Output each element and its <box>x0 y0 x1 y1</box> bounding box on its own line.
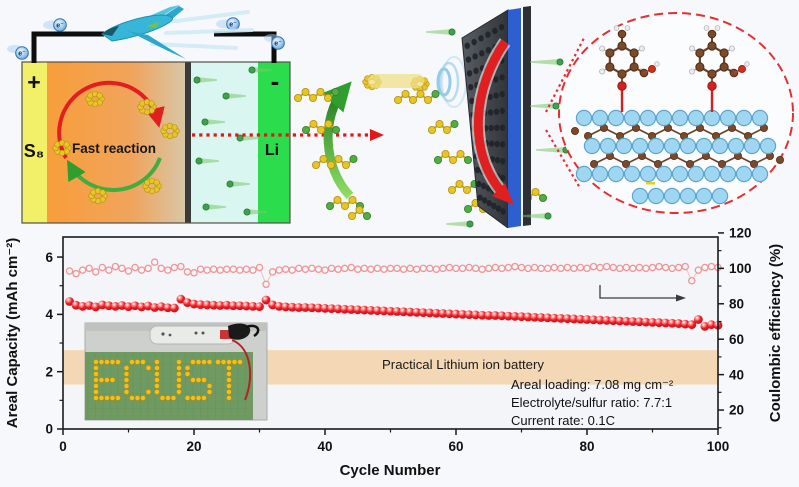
plate-blue-layer <box>508 8 521 228</box>
plus-sign: + <box>27 69 40 95</box>
electron-icon: e⁻ <box>264 34 285 50</box>
focus-lens-icon <box>436 56 467 108</box>
svg-text:e⁻: e⁻ <box>274 41 282 48</box>
y-right-tick-label: 40 <box>729 367 744 382</box>
zoom-callout <box>545 12 794 214</box>
battery-outline <box>21 61 291 224</box>
anode-region <box>258 62 290 223</box>
x-axis-title: Cycle Number <box>340 462 441 479</box>
efficiency-series <box>65 258 722 289</box>
wire-left <box>31 31 104 63</box>
condition-annotations: Areal loading: 7.08 mg cm⁻² Electrolyte/… <box>511 377 674 428</box>
clip-lead <box>228 323 251 340</box>
led-text <box>93 359 243 401</box>
y-right-tick-label: 100 <box>729 261 752 276</box>
inset-photo <box>84 322 268 421</box>
x-tick-label: 100 <box>707 439 730 454</box>
polysulfide-molecules <box>293 88 548 220</box>
y-right-tick-label: 80 <box>729 296 744 311</box>
minus-sign: - <box>271 66 280 96</box>
band-label: Practical Lithium ion battery <box>382 357 544 372</box>
plate-back-layer <box>523 6 531 226</box>
y-left-tick-label: 2 <box>45 364 53 379</box>
molecule-beam <box>368 74 424 88</box>
x-tick-label: 60 <box>448 439 463 454</box>
svg-text:e⁻: e⁻ <box>229 22 237 29</box>
annotation-line: Areal loading: 7.08 mg cm⁻² <box>511 377 674 392</box>
sulfur-label: S₈ <box>24 141 44 161</box>
cathode-current-collector <box>22 62 47 223</box>
capacity-series <box>65 294 723 331</box>
cell-connector <box>220 330 232 339</box>
annotation-line: Current rate: 0.1C <box>511 413 615 428</box>
functional-separator-plate <box>426 6 570 228</box>
svg-text:e⁻: e⁻ <box>56 23 64 30</box>
blocking-red-arrow <box>473 39 509 193</box>
x-tick-label: 20 <box>186 439 201 454</box>
electron-icon: e⁻ <box>7 45 29 60</box>
external-circuit: e⁻ e⁻ e⁻ e⁻ <box>7 17 285 63</box>
polysulfide-conversion-zone <box>293 56 548 220</box>
electrolyte-region <box>191 62 258 223</box>
left-axis-title: Areal Capacity (mAh cm⁻²) <box>4 238 21 428</box>
electron-icon: e⁻ <box>43 18 67 32</box>
anchored-molecules <box>599 25 750 112</box>
y-left-tick-label: 6 <box>45 250 53 265</box>
li-ion-comets <box>193 66 272 216</box>
y-right-tick-label: 20 <box>729 403 744 418</box>
lithium-label: Li <box>265 142 279 159</box>
y-right-tick-label: 60 <box>729 332 744 347</box>
battery-schematic-art: + - S₈ Li Fast reaction e⁻ e⁻ e⁻ e⁻ <box>7 5 794 228</box>
polysulfide-shuttle-arrow <box>192 129 384 141</box>
cathode-region <box>47 62 185 223</box>
separator <box>185 62 191 223</box>
y-left-tick-label: 4 <box>45 307 53 322</box>
axis-ticks: 0 20 40 60 80 100 0 2 4 6 20 40 60 80 100 120 <box>45 228 751 454</box>
fast-reaction-label: Fast reaction <box>72 141 156 156</box>
svg-text:e⁻: e⁻ <box>18 51 26 58</box>
annotation-line: Electrolyte/sulfur ratio: 7.7:1 <box>511 395 672 410</box>
wire-right <box>214 31 277 63</box>
y-right-tick-label: 120 <box>729 228 752 241</box>
x-tick-label: 0 <box>59 439 67 454</box>
efficiency-axis-arrow <box>599 285 686 302</box>
plot-frame <box>62 236 719 430</box>
x-tick-label: 80 <box>579 439 594 454</box>
data-points <box>65 258 723 331</box>
y-left-tick-label: 0 <box>45 422 53 437</box>
electron-icon: e⁻ <box>216 17 240 31</box>
airplane-icon <box>101 5 254 59</box>
conversion-green-arrow <box>321 81 354 200</box>
cycling-performance-chart: 0 20 40 60 80 100 0 2 4 6 20 40 60 80 100 120 Practical… <box>4 228 784 479</box>
red-wire <box>231 339 252 401</box>
battery-cell: + - S₈ Li Fast reaction <box>21 61 430 224</box>
x-tick-label: 40 <box>317 439 332 454</box>
substrate-atom-lattice <box>571 109 785 205</box>
right-axis-title: Coulombic efficiency (%) <box>767 244 784 422</box>
